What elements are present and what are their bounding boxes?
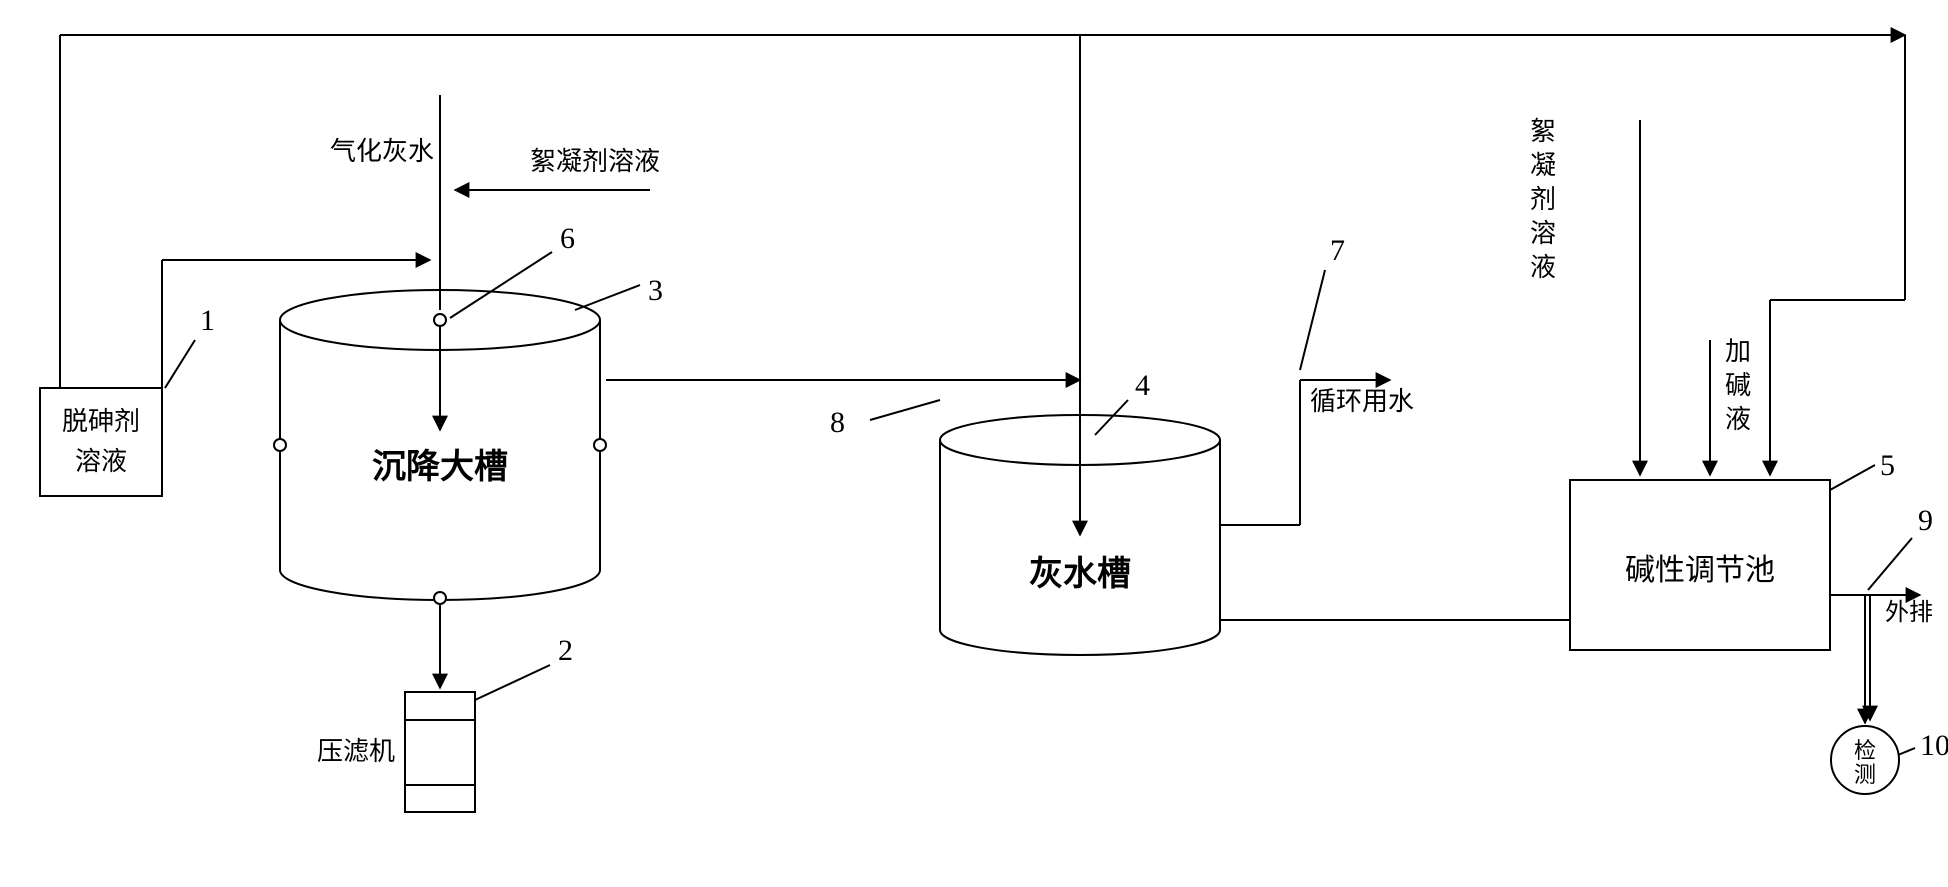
filter-press: 压滤机 [317, 692, 475, 812]
n5: 5 [1880, 449, 1895, 482]
n2: 2 [558, 634, 573, 667]
alkali-l3: 液 [1725, 405, 1751, 434]
gasification-input: 气化灰水 [330, 95, 440, 310]
settling-tank-label: 沉降大槽 [372, 448, 508, 486]
circulating-water-out: 循环用水 [1220, 380, 1414, 525]
discharge-label: 外排 [1885, 599, 1933, 626]
gasification-label: 气化灰水 [330, 137, 434, 166]
box5-outputs: 外排 [1830, 595, 1933, 720]
n8: 8 [830, 406, 845, 439]
n6: 6 [560, 222, 575, 255]
alkaline-pool-label: 碱性调节池 [1625, 554, 1775, 587]
callout-10: 10 [1898, 729, 1948, 762]
callout-7: 7 [1300, 234, 1345, 370]
arsenic-remover-box: 脱砷剂 溶液 [40, 388, 162, 496]
circulating-water-label: 循环用水 [1310, 387, 1414, 416]
flow-diagram: 脱砷剂 溶液 1 气化灰水 絮凝剂溶液 沉降大槽 [0, 0, 1948, 882]
detect-l1: 检 [1854, 738, 1876, 763]
n1: 1 [200, 304, 215, 337]
settling-tank: 沉降大槽 [274, 290, 606, 604]
top-feedback-line [60, 35, 1905, 388]
n9: 9 [1918, 504, 1933, 537]
n10: 10 [1920, 729, 1948, 762]
callout-4: 4 [1095, 369, 1150, 435]
alkali-l2: 碱 [1725, 371, 1751, 400]
n7: 7 [1330, 234, 1345, 267]
arsenic-remover-l1: 脱砷剂 [62, 407, 140, 436]
alkali-l1: 加 [1725, 337, 1751, 366]
callout-1: 1 [165, 304, 215, 388]
callout-3: 3 [575, 274, 663, 310]
callout-9: 9 [1868, 504, 1933, 590]
box5-inputs: 絮 凝 剂 溶 液 加 碱 液 [1530, 35, 1905, 475]
n4: 4 [1135, 369, 1150, 402]
ash-water-tank-label: 灰水槽 [1029, 555, 1131, 593]
filter-press-label: 压滤机 [317, 737, 395, 766]
alkaline-adjust-pool: 碱性调节池 [1570, 480, 1830, 650]
callout-5: 5 [1830, 449, 1895, 490]
callout-2: 2 [475, 634, 573, 700]
callout-6: 6 [450, 222, 575, 318]
svg-text:加 碱 液: 加 碱 液 [1725, 337, 1758, 434]
detect-l2: 测 [1854, 762, 1876, 787]
arsenic-remover-l2: 溶液 [75, 447, 127, 476]
n3: 3 [648, 274, 663, 307]
callout-8: 8 [830, 400, 940, 439]
svg-text:絮 凝 剂 溶: 絮 凝 剂 溶 液 [1530, 117, 1563, 282]
flocculant-to-tank3: 絮凝剂溶液 [455, 147, 660, 190]
flocculant-label-1: 絮凝剂溶液 [530, 147, 660, 176]
